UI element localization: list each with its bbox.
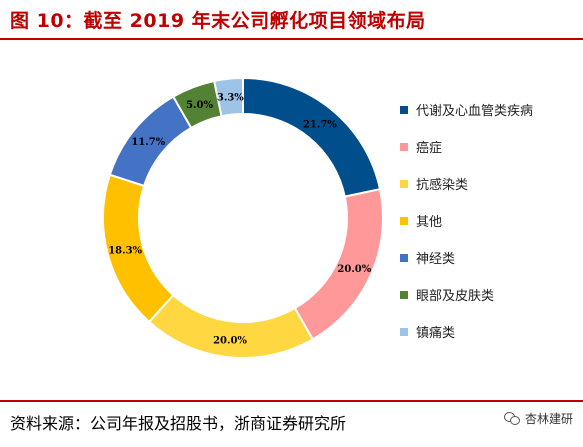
legend-label: 其他 [416, 215, 443, 230]
legend-item: 癌症 [400, 137, 442, 156]
legend-label: 神经类 [416, 252, 456, 267]
legend-label: 眼部及皮肤类 [416, 289, 495, 304]
legend-label: 镇痛类 [416, 326, 456, 341]
slice-data-label: 21.7% [303, 119, 337, 130]
legend-item: 抗感染类 [400, 174, 468, 193]
donut-slice [212, 76, 244, 118]
source-divider [0, 400, 583, 402]
legend-item: 镇痛类 [400, 322, 455, 341]
watermark: 杏林建研 [503, 410, 573, 427]
slice-data-label: 3.3% [217, 93, 244, 104]
figure-title: 图 10：截至 2019 年末公司孵化项目领域布局 [10, 9, 426, 32]
donut-slice [242, 76, 382, 198]
figure-title-bar: 图 10：截至 2019 年末公司孵化项目领域布局 [0, 0, 583, 38]
legend-label: 抗感染类 [416, 178, 469, 193]
legend-item: 眼部及皮肤类 [400, 285, 494, 304]
slice-data-label: 5.0% [186, 100, 213, 111]
donut-slice [147, 293, 315, 359]
donut-chart: 21.7% 20.0% 20.0% 18.3% 11.7% 5.0% 3.3% [102, 76, 384, 359]
legend-swatch [400, 290, 408, 299]
legend-swatch [400, 216, 408, 225]
title-divider [0, 38, 583, 40]
legend-item: 其他 [400, 211, 442, 230]
legend-label: 癌症 [416, 141, 443, 156]
slice-data-label: 20.0% [337, 264, 371, 275]
legend-item: 神经类 [400, 248, 455, 267]
legend-swatch [400, 253, 408, 262]
legend-swatch [400, 105, 408, 114]
slice-data-label: 11.7% [131, 137, 165, 148]
chart-legend: 代谢及心血管类疾病 癌症抗感染类其他神经类眼部及皮肤类 镇痛类 [400, 0, 580, 447]
slice-data-label: 18.3% [108, 245, 142, 256]
legend-swatch [400, 142, 408, 151]
legend-swatch [400, 179, 408, 188]
legend-label: 代谢及心血管类疾病 [416, 104, 534, 119]
wechat-icon [503, 412, 520, 425]
source-note: 资料来源：公司年报及招股书，浙商证券研究所 [10, 414, 347, 433]
watermark-text: 杏林建研 [524, 412, 573, 426]
legend-swatch [400, 327, 408, 336]
legend-item: 代谢及心血管类疾病 [400, 100, 533, 119]
slice-data-label: 20.0% [213, 335, 247, 346]
